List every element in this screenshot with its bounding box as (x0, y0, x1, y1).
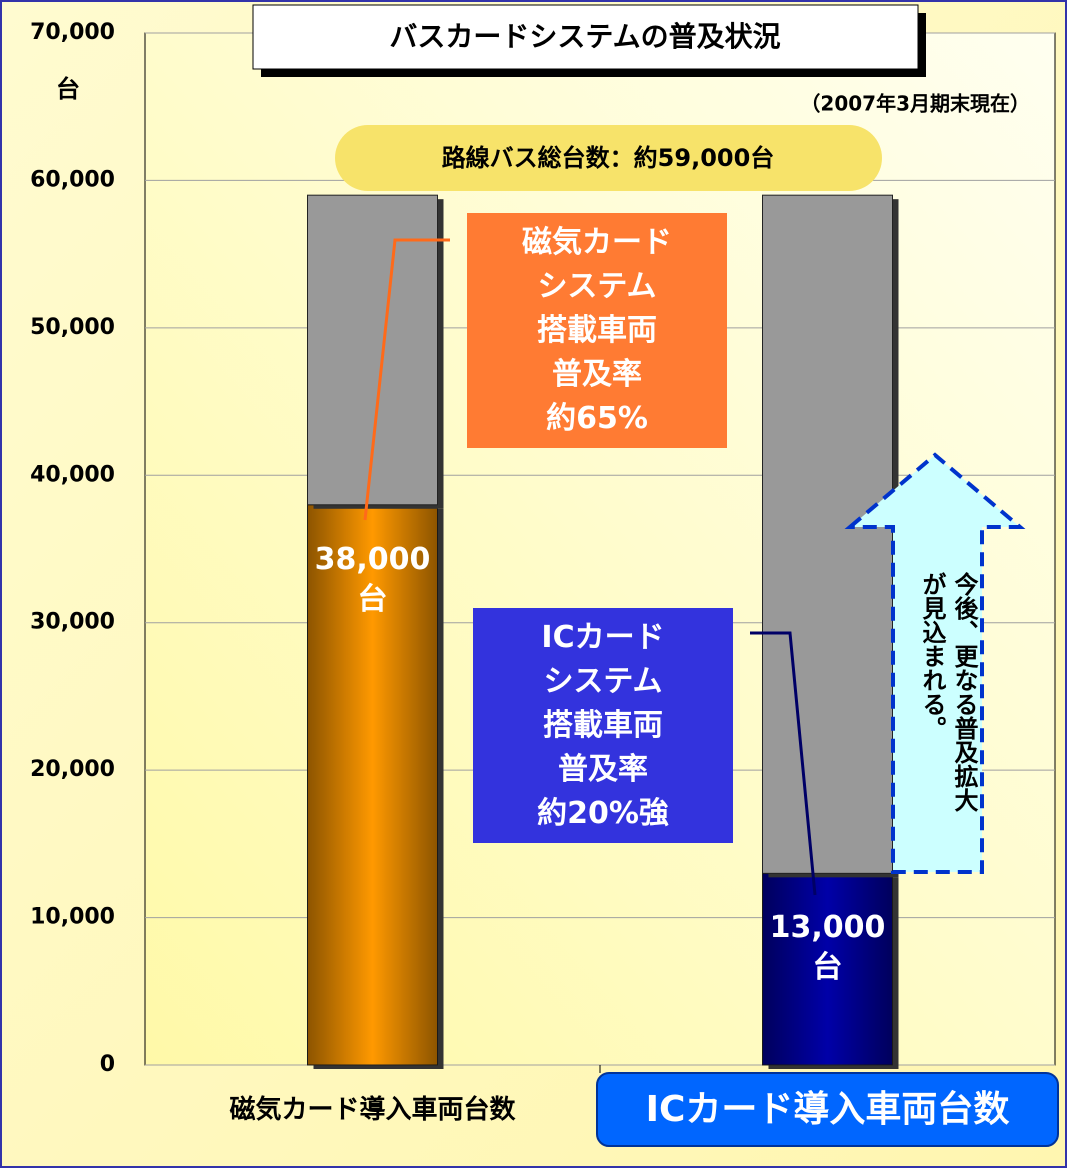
bar-shading (762, 873, 893, 1065)
title-box (252, 4, 919, 70)
x-tick-label: ICカード導入車両台数 (645, 1089, 1010, 1130)
y-tick-label: 50,000 (30, 315, 115, 340)
y-tick-label: 40,000 (30, 462, 115, 487)
y-tick-label: 30,000 (30, 610, 115, 635)
y-tick-label: 60,000 (30, 167, 115, 192)
y-tick-label: 0 (100, 1052, 115, 1077)
category-box (596, 1072, 1059, 1147)
y-tick-label: 70,000 (30, 20, 115, 45)
x-tick-label: 磁気カード導入車両台数 (229, 1095, 516, 1125)
growth-arrow (844, 452, 1026, 874)
annotation: 今後、更なる普及拡大 が見込まれる。 (918, 572, 978, 812)
annotation: 磁気カード システム 搭載車両 普及率 約65% (467, 213, 727, 448)
y-axis-label: 台 (56, 75, 80, 103)
annotation: ICカード システム 搭載車両 普及率 約20%強 (473, 608, 733, 843)
data-label: 38,000 台 (314, 541, 431, 617)
leader-line (750, 631, 817, 896)
y-tick-label: 10,000 (30, 905, 115, 930)
leader-line (363, 238, 450, 521)
banner-text: 路線バス総台数：約59,000台 (442, 144, 775, 172)
chart-title: バスカードシステムの普及状況 (389, 20, 780, 53)
banner (335, 125, 882, 191)
data-label: 13,000 台 (769, 910, 886, 986)
bar-shading (307, 504, 438, 1065)
subtitle: （2007年3月期末現在） (800, 92, 1030, 116)
y-tick-label: 20,000 (30, 757, 115, 782)
bar (762, 194, 893, 874)
